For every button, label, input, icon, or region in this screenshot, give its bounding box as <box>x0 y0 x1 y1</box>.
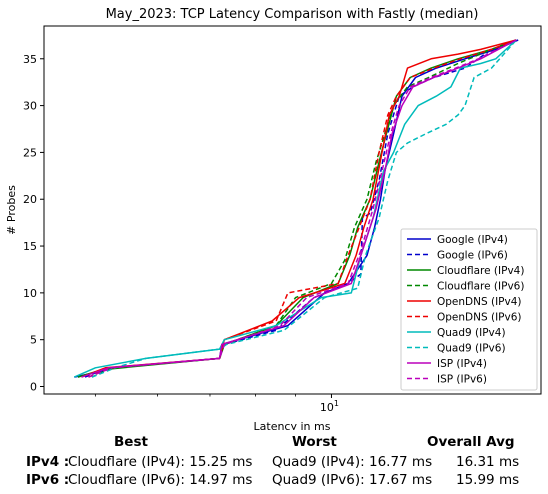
avg-ipv6: 15.99 ms <box>456 472 520 488</box>
header-best: Best <box>114 434 148 450</box>
best-ipv4: Cloudflare (IPv4): 15.25 ms <box>68 454 253 470</box>
header-worst: Worst <box>292 434 337 450</box>
legend-entry: Quad9 (IPv6) <box>437 343 506 355</box>
series-lines <box>73 39 519 378</box>
series-line-5 <box>88 39 517 378</box>
legend-entry: ISP (IPv4) <box>437 358 487 370</box>
y-axis-label: # Probes <box>5 185 18 235</box>
chart-title: May_2023: TCP Latency Comparison with Fa… <box>106 7 479 22</box>
plot-frame <box>43 25 542 395</box>
latency-chart: May_2023: TCP Latency Comparison with Fa… <box>5 7 542 430</box>
legend-entry: ISP (IPv6) <box>437 374 487 386</box>
y-tick-label: 10 <box>23 287 37 300</box>
series-line-8 <box>81 39 517 378</box>
y-tick-label: 5 <box>30 334 37 347</box>
legend-entry: Cloudflare (IPv4) <box>437 265 524 277</box>
avg-ipv4: 16.31 ms <box>456 454 520 470</box>
legend-entry: OpenDNS (IPv4) <box>437 296 522 308</box>
y-tick-label: 0 <box>30 381 37 394</box>
y-tick-label: 20 <box>23 193 37 206</box>
legend-entry: Cloudflare (IPv6) <box>437 281 524 293</box>
worst-ipv6: Quad9 (IPv6): 17.67 ms <box>272 472 433 488</box>
legend: Google (IPv4) Google (IPv6) Cloudflare (IP… <box>400 228 538 391</box>
series-line-3 <box>91 39 517 378</box>
legend-entry: Quad9 (IPv4) <box>437 327 506 339</box>
y-tick-label: 35 <box>23 53 37 66</box>
x-axis-label: Latency in ms <box>254 420 331 430</box>
x-tick-label: 101 <box>320 399 339 414</box>
worst-ipv4: Quad9 (IPv4): 16.77 ms <box>272 454 433 470</box>
legend-box <box>400 228 538 391</box>
y-axis: 0 5 10 15 20 25 30 35 <box>23 53 44 394</box>
legend-entry: OpenDNS (IPv6) <box>437 312 522 324</box>
legend-entry: Google (IPv6) <box>437 250 508 262</box>
y-tick-label: 30 <box>23 100 37 113</box>
x-axis: 101 <box>94 394 339 414</box>
series-line-9 <box>88 39 517 378</box>
y-tick-label: 25 <box>23 146 37 159</box>
y-tick-label: 15 <box>23 240 37 253</box>
legend-entry: Google (IPv4) <box>437 234 508 246</box>
series-line-6 <box>73 39 517 378</box>
row-label-ipv4: IPv4 : <box>26 454 70 470</box>
best-ipv6: Cloudflare (IPv6): 14.97 ms <box>68 472 253 488</box>
header-avg: Overall Avg <box>427 434 515 450</box>
row-label-ipv6: IPv6 : <box>26 472 70 488</box>
